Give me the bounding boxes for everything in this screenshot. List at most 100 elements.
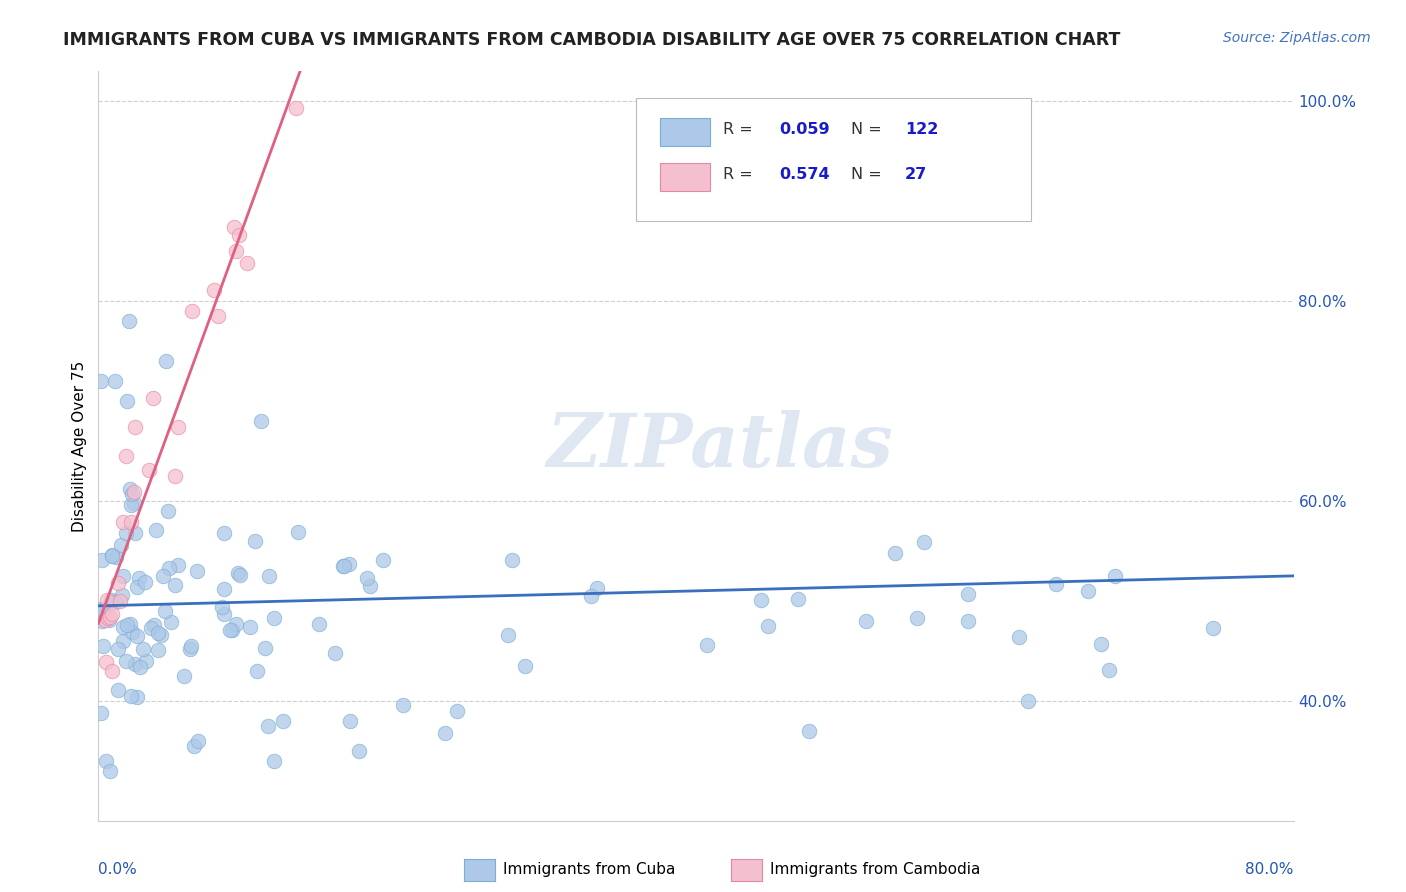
Point [124, 525, 146, 540]
Point [118, 617, 141, 632]
Text: Immigrants from Cambodia: Immigrants from Cambodia [770, 863, 981, 877]
Point [446, 704, 468, 718]
Point [586, 581, 609, 595]
Point [884, 546, 907, 560]
Point [156, 504, 179, 518]
Point [145, 523, 167, 537]
Point [956, 614, 979, 628]
Point [149, 628, 172, 642]
Text: N =: N = [852, 122, 887, 137]
Point [97, 611, 120, 625]
Point [212, 582, 235, 596]
Point [337, 557, 360, 571]
Point [1098, 663, 1121, 677]
Point [254, 641, 277, 656]
Point [100, 610, 122, 624]
Point [173, 669, 195, 683]
Point [496, 628, 519, 642]
Point [118, 482, 141, 496]
Point [222, 220, 245, 235]
Point [120, 499, 142, 513]
Point [257, 569, 280, 583]
Point [97, 613, 120, 627]
Point [120, 515, 142, 529]
Point [221, 624, 243, 638]
Point [124, 419, 146, 434]
Point [166, 558, 188, 573]
Point [1202, 621, 1225, 635]
Point [108, 594, 131, 608]
Point [100, 593, 122, 607]
Point [186, 565, 208, 579]
Text: 0.0%: 0.0% [98, 862, 138, 877]
Point [166, 420, 188, 434]
Point [434, 725, 457, 739]
Point [91, 640, 114, 654]
Point [94, 754, 117, 768]
Point [250, 414, 273, 428]
Point [135, 654, 157, 668]
Point [287, 525, 309, 540]
Point [121, 624, 143, 639]
Point [211, 599, 233, 614]
Point [96, 592, 118, 607]
Point [104, 594, 127, 608]
Point [187, 733, 209, 747]
Point [239, 620, 262, 634]
Point [163, 578, 186, 592]
Point [129, 659, 152, 673]
Point [110, 537, 132, 551]
Point [124, 657, 146, 672]
Point [117, 618, 139, 632]
Point [1104, 569, 1126, 583]
Point [90, 873, 112, 888]
Point [180, 640, 202, 654]
Point [94, 613, 117, 627]
Point [115, 654, 138, 668]
Point [333, 559, 356, 574]
Point [245, 533, 267, 548]
Point [1008, 631, 1031, 645]
Point [155, 354, 177, 368]
Point [104, 374, 127, 388]
Point [219, 623, 242, 637]
Point [121, 487, 143, 501]
Point [214, 526, 236, 541]
Point [207, 309, 229, 323]
Text: R =: R = [724, 168, 758, 182]
Point [120, 689, 142, 703]
Point [91, 614, 114, 628]
Point [229, 568, 252, 582]
Point [100, 664, 122, 678]
Text: Immigrants from Cuba: Immigrants from Cuba [503, 863, 676, 877]
Point [356, 571, 378, 585]
Point [115, 525, 138, 540]
Point [359, 579, 381, 593]
Point [183, 739, 205, 753]
Point [128, 571, 150, 585]
Point [122, 485, 145, 500]
Point [799, 723, 821, 738]
Point [148, 626, 170, 640]
Point [339, 714, 361, 728]
Point [696, 638, 718, 652]
Point [371, 553, 394, 567]
Point [100, 764, 122, 778]
Point [228, 566, 250, 580]
Point [257, 719, 280, 733]
Point [107, 683, 129, 698]
Point [581, 590, 603, 604]
Point [1017, 694, 1039, 708]
Point [101, 549, 124, 564]
Point [107, 576, 129, 591]
Text: 122: 122 [905, 122, 938, 137]
Point [284, 101, 307, 115]
Text: ZIPatlas: ZIPatlas [547, 409, 893, 483]
Point [160, 615, 183, 629]
Point [501, 553, 523, 567]
Text: Source: ZipAtlas.com: Source: ZipAtlas.com [1223, 31, 1371, 45]
Point [246, 665, 269, 679]
Point [749, 593, 772, 607]
Point [142, 391, 165, 405]
Point [349, 744, 371, 758]
